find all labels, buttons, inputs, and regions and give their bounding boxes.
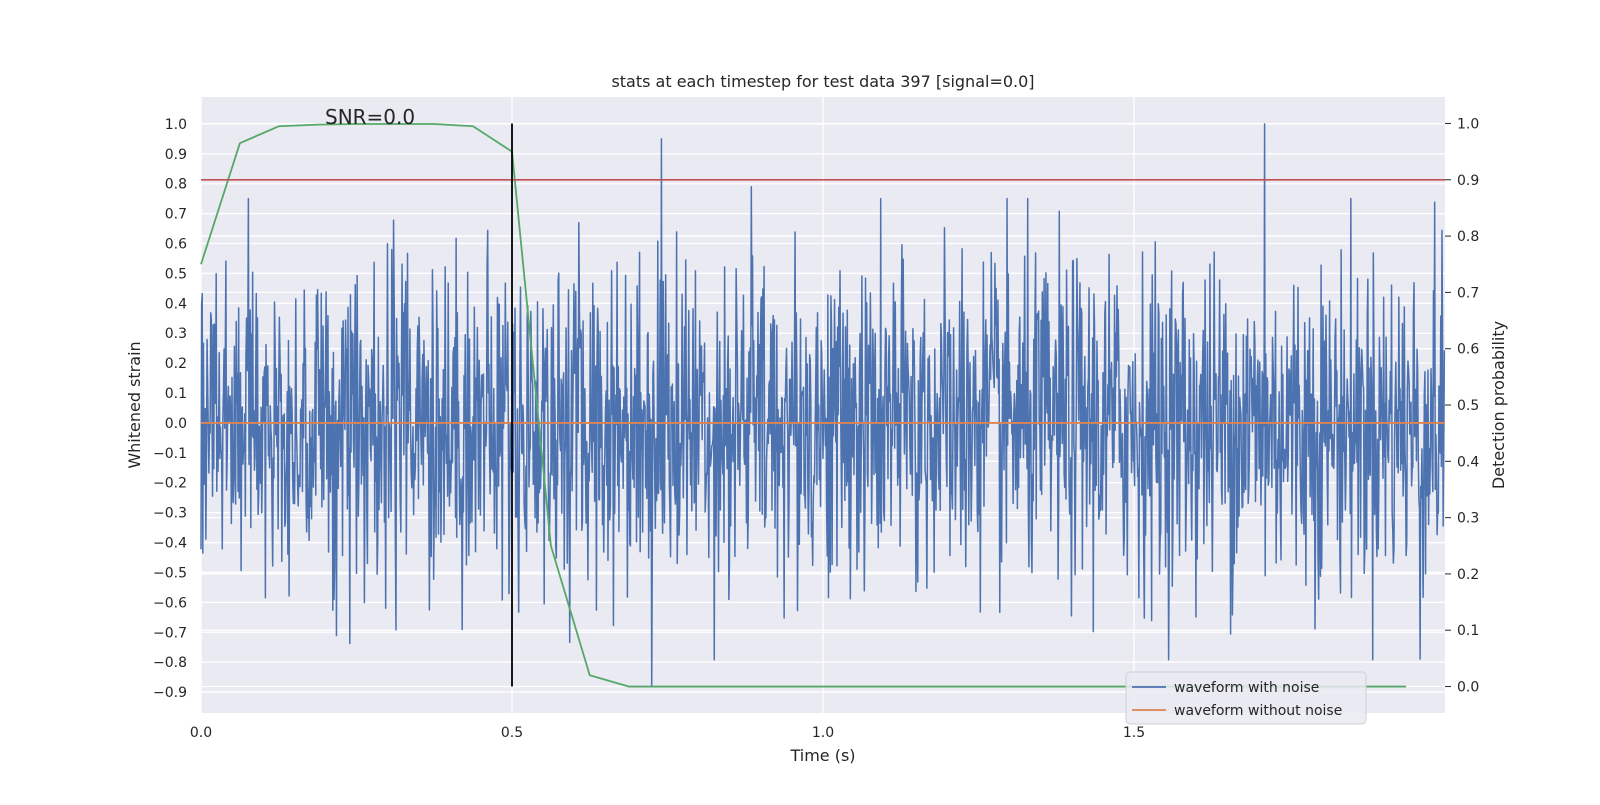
y-tick-label-right: 0.8 — [1457, 229, 1479, 245]
y-tick-label-left: 0.5 — [165, 266, 187, 282]
y-tick-label-left: −0.2 — [153, 476, 187, 492]
y-tick-label-left: 0.6 — [165, 237, 187, 253]
x-axis-label: Time (s) — [789, 746, 855, 765]
y-tick-label-left: 0.4 — [165, 296, 187, 312]
legend-label: waveform with noise — [1174, 680, 1319, 696]
y-tick-label-left: 0.8 — [165, 177, 187, 193]
series-detection-probability — [200, 123, 1407, 688]
y-tick-label-left: 0.7 — [165, 207, 187, 223]
x-tick-label: 1.5 — [1123, 725, 1145, 741]
x-tick-label: 1.0 — [812, 725, 834, 741]
legend-box — [1125, 671, 1367, 725]
y-tick-label-left: −0.3 — [153, 506, 187, 522]
y-tick-label-left: −0.8 — [153, 655, 187, 671]
y-tick-label-left: −0.1 — [153, 446, 187, 462]
y-tick-label-left: −0.6 — [153, 595, 187, 611]
x-tick-label: 0.0 — [190, 725, 212, 741]
y-tick-label-left: 1.0 — [165, 117, 187, 133]
y-tick-label-right: 0.1 — [1457, 623, 1479, 639]
y-tick-label-right: 0.4 — [1457, 454, 1479, 470]
snr-annotation: SNR=0.0 — [325, 105, 415, 129]
y-tick-label-right: 0.5 — [1457, 398, 1479, 414]
y-tick-label-right: 0.9 — [1457, 173, 1479, 189]
chart-title: stats at each timestep for test data 397… — [611, 72, 1034, 91]
y-tick-label-left: 0.1 — [165, 386, 187, 402]
y-tick-label-left: −0.7 — [153, 625, 187, 641]
y-axis-label-right: Detection probability — [1489, 321, 1508, 489]
series-waveform-with-noise — [200, 123, 1446, 687]
y-tick-label-right: 0.6 — [1457, 342, 1479, 358]
y-tick-label-left: −0.9 — [153, 685, 187, 701]
y-tick-label-left: 0.0 — [165, 416, 187, 432]
series-layer — [200, 123, 1446, 688]
tick-labels: 0.0 0.5 1.0 1.5 −0.9 −0.8 −0.7 −0.6 −0.5 −0.4 −0.3… — [153, 116, 1479, 741]
y-tick-label-left: 0.3 — [165, 326, 187, 342]
legend-label: waveform without noise — [1174, 703, 1342, 719]
y-tick-label-left: −0.5 — [153, 565, 187, 581]
y-axis-label-left: Whitened strain — [125, 341, 144, 468]
y-tick-label-right: 0.7 — [1457, 285, 1479, 301]
y-tick-label-left: 0.2 — [165, 356, 187, 372]
legend: waveform with noise waveform without nois… — [1125, 671, 1367, 725]
y-tick-label-left: 0.9 — [165, 147, 187, 163]
x-tick-label: 0.5 — [501, 725, 523, 741]
y-tick-label-right: 1.0 — [1457, 116, 1479, 132]
y-tick-label-right: 0.2 — [1457, 567, 1479, 583]
y-tick-label-left: −0.4 — [153, 536, 187, 552]
y-tick-label-right: 0.0 — [1457, 680, 1479, 696]
y-tick-label-right: 0.3 — [1457, 511, 1479, 527]
